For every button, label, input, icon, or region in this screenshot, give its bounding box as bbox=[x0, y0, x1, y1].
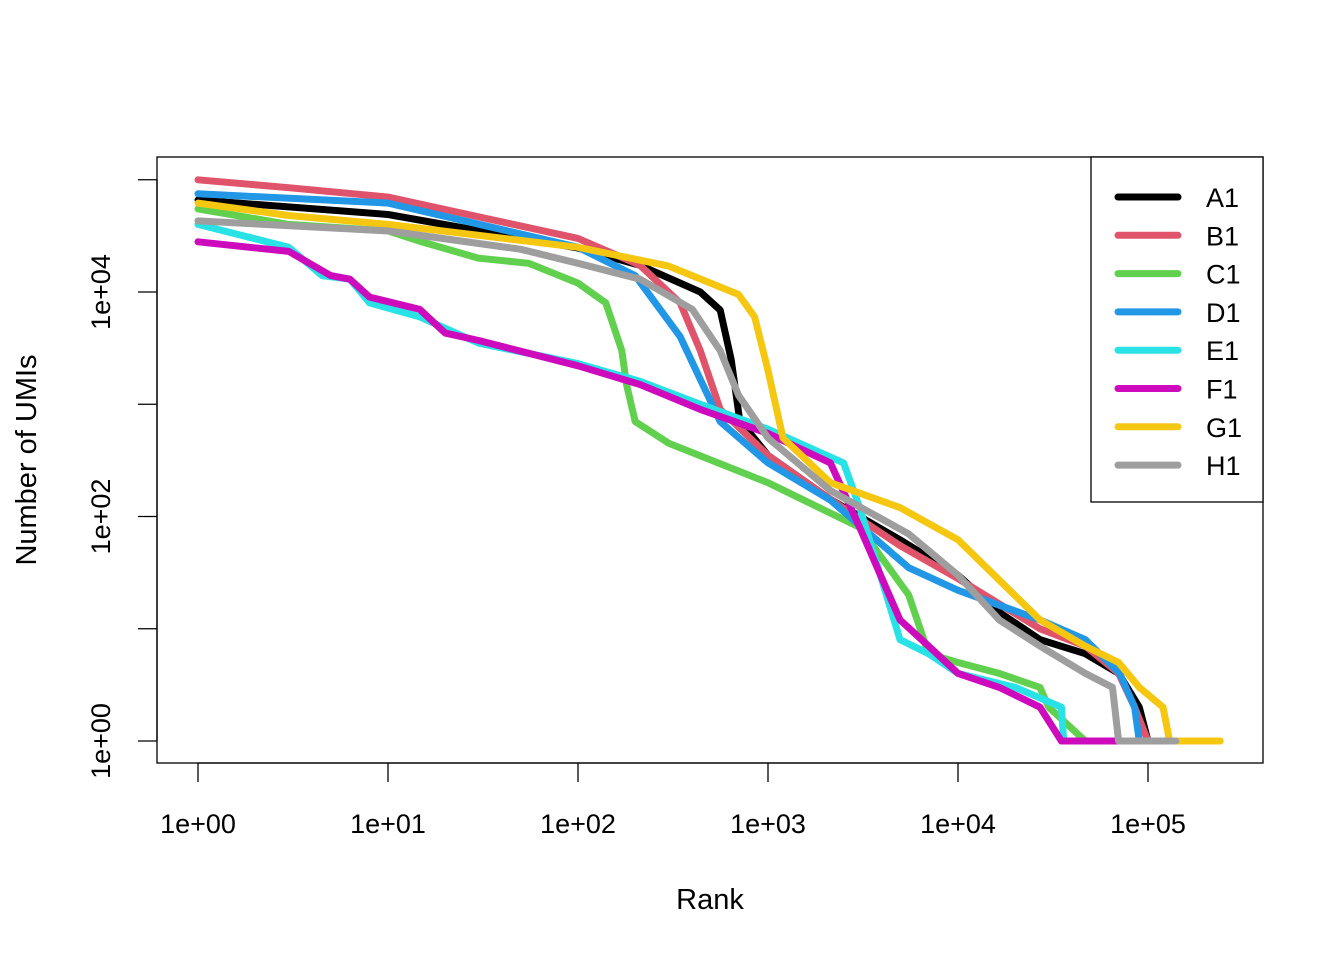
y-axis-label: Number of UMIs bbox=[11, 354, 43, 565]
series-line-G1 bbox=[194, 199, 1224, 745]
legend-label-E1: E1 bbox=[1206, 336, 1239, 366]
x-tick-label: 1e+05 bbox=[1110, 809, 1186, 839]
series-line-B1 bbox=[194, 176, 1199, 745]
series-line-E1 bbox=[194, 220, 1076, 745]
x-tick-label: 1e+02 bbox=[540, 809, 616, 839]
series-line-C1 bbox=[194, 205, 1095, 745]
x-axis-label: Rank bbox=[676, 884, 744, 916]
x-tick-label: 1e+03 bbox=[730, 809, 806, 839]
y-tick-label: 1e+00 bbox=[86, 703, 116, 779]
legend-label-B1: B1 bbox=[1206, 221, 1239, 251]
legend-label-C1: C1 bbox=[1206, 260, 1241, 290]
series-line-H1 bbox=[194, 217, 1180, 745]
legend-label-H1: H1 bbox=[1206, 451, 1241, 481]
series-line-F1 bbox=[194, 238, 1123, 745]
legend-box bbox=[1090, 156, 1264, 503]
y-tick-label: 1e+02 bbox=[86, 479, 116, 555]
legend-label-G1: G1 bbox=[1206, 413, 1242, 443]
x-tick-label: 1e+04 bbox=[920, 809, 996, 839]
x-tick-label: 1e+00 bbox=[160, 809, 236, 839]
legend-label-F1: F1 bbox=[1206, 375, 1238, 405]
y-axis: 1e+00 1e+02 1e+04 bbox=[86, 179, 158, 779]
x-axis: 1e+00 1e+01 1e+02 1e+03 1e+04 1e+05 bbox=[160, 762, 1186, 839]
y-tick-label: 1e+04 bbox=[86, 254, 116, 330]
legend-label-D1: D1 bbox=[1206, 298, 1241, 328]
legend-label-A1: A1 bbox=[1206, 183, 1239, 213]
legend: A1 B1 C1 D1 E1 F1 G1 H1 bbox=[1090, 156, 1264, 503]
x-tick-label: 1e+01 bbox=[350, 809, 426, 839]
series-lines bbox=[194, 176, 1224, 745]
